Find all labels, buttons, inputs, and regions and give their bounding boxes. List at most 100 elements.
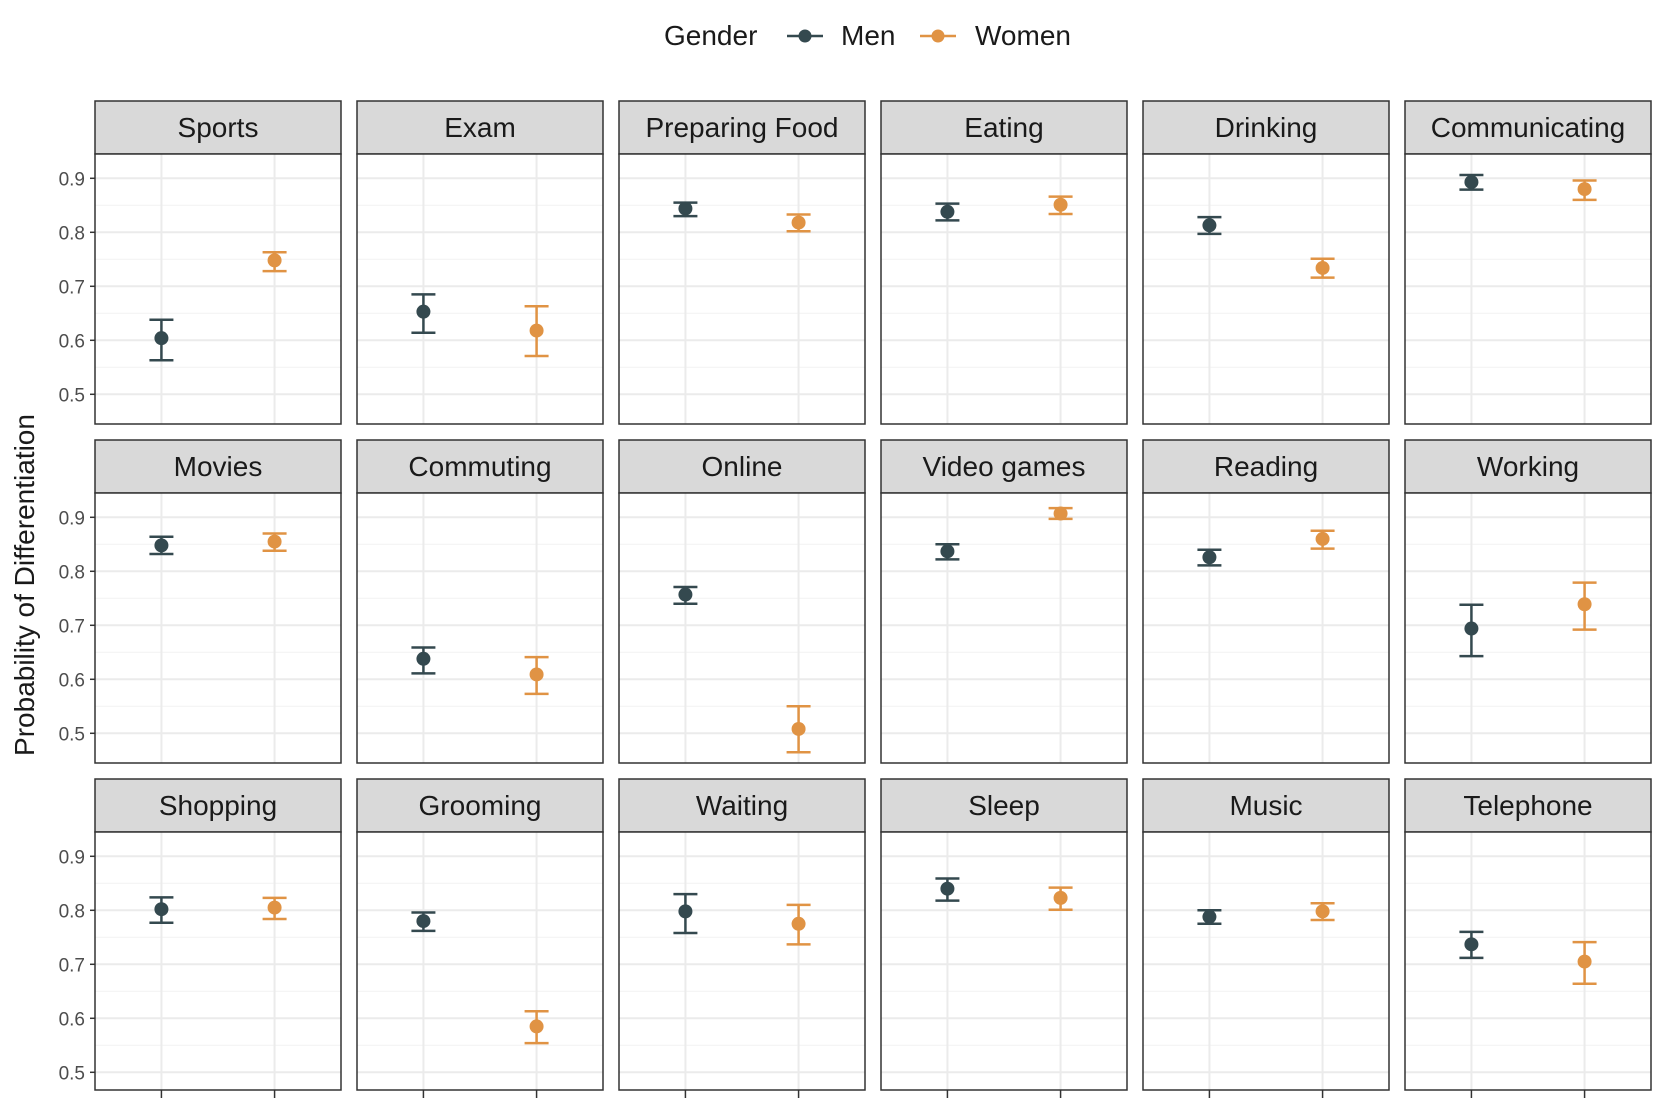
strip-title: Communicating — [1431, 112, 1626, 143]
panel-border — [94, 153, 342, 425]
point-men — [1202, 550, 1217, 565]
strip-title: Drinking — [1215, 112, 1318, 143]
point-women — [529, 323, 544, 338]
point-men — [1464, 937, 1479, 952]
panels-group: Sports 0.5 0.6 0.7 0.8 0.9 Exam Preparing Food E… — [59, 100, 1652, 1098]
strip-box — [94, 778, 342, 833]
point-men — [1202, 909, 1217, 924]
point-women — [529, 1019, 544, 1034]
panel-background — [1143, 493, 1389, 763]
y-tick-label: 0.7 — [59, 277, 85, 298]
point-men — [678, 587, 693, 602]
panel-border — [356, 831, 604, 1091]
strip-title: Exam — [444, 112, 516, 143]
panel-background — [881, 154, 1127, 424]
strip-box — [880, 439, 1128, 494]
panel-background — [1143, 154, 1389, 424]
y-tick-label: 0.6 — [59, 1009, 85, 1030]
legend-women-label: Women — [975, 20, 1071, 51]
point-women — [1053, 506, 1068, 521]
panel-background — [619, 493, 865, 763]
point-men — [416, 651, 431, 666]
panel-border — [94, 492, 342, 764]
legend-title: Gender — [664, 20, 757, 51]
strip-title: Preparing Food — [645, 112, 838, 143]
strip-box — [356, 439, 604, 494]
panel-border — [1404, 831, 1652, 1091]
legend-men-label: Men — [841, 20, 895, 51]
strip-box — [94, 100, 342, 155]
strip-title: Telephone — [1463, 790, 1592, 821]
y-tick-label: 0.7 — [59, 616, 85, 637]
panel-border — [1142, 492, 1390, 764]
legend-men-point — [798, 29, 812, 43]
panel-border — [94, 831, 342, 1091]
point-men — [1464, 621, 1479, 636]
legend-women-point — [931, 29, 945, 43]
point-women — [1053, 197, 1068, 212]
strip-title: Grooming — [419, 790, 542, 821]
point-men — [154, 902, 169, 917]
point-men — [1464, 175, 1479, 190]
point-women — [1315, 260, 1330, 275]
y-tick-label: 0.9 — [59, 847, 85, 868]
y-tick-label: 0.6 — [59, 670, 85, 691]
point-women — [267, 253, 282, 268]
y-tick-label: 0.5 — [59, 1063, 85, 1084]
strip-title: Eating — [964, 112, 1043, 143]
strip-title: Movies — [174, 451, 263, 482]
legend: Gender Men Women — [664, 20, 1071, 51]
point-men — [940, 204, 955, 219]
point-women — [1053, 890, 1068, 905]
panel-border — [880, 831, 1128, 1091]
y-tick-label: 0.8 — [59, 562, 85, 583]
y-tick-label: 0.9 — [59, 169, 85, 190]
point-men — [154, 538, 169, 553]
panel-border — [1404, 153, 1652, 425]
y-tick-label: 0.8 — [59, 901, 85, 922]
point-women — [1577, 954, 1592, 969]
strip-title: Sleep — [968, 790, 1040, 821]
point-men — [940, 544, 955, 559]
panel-border — [1142, 831, 1390, 1091]
strip-box — [618, 100, 866, 155]
panel-background — [357, 154, 603, 424]
point-men — [1202, 218, 1217, 233]
point-women — [791, 721, 806, 736]
y-axis-title: Probability of Differentiation — [9, 414, 40, 756]
panel-background — [95, 154, 341, 424]
point-women — [1315, 904, 1330, 919]
point-women — [1577, 182, 1592, 197]
strip-title: Online — [702, 451, 783, 482]
strip-title: Commuting — [408, 451, 551, 482]
strip-box — [1142, 100, 1390, 155]
strip-box — [880, 778, 1128, 833]
strip-box — [1142, 439, 1390, 494]
panel-border — [618, 153, 866, 425]
strip-title: Working — [1477, 451, 1579, 482]
panel-background — [1143, 832, 1389, 1090]
strip-title: Waiting — [696, 790, 788, 821]
point-women — [529, 667, 544, 682]
panel-border — [356, 153, 604, 425]
panel-background — [619, 832, 865, 1090]
strip-box — [1404, 778, 1652, 833]
panel-border — [1404, 492, 1652, 764]
strip-title: Reading — [1214, 451, 1318, 482]
panel-background — [1405, 154, 1651, 424]
y-tick-label: 0.9 — [59, 508, 85, 529]
point-men — [154, 331, 169, 346]
panel-background — [619, 154, 865, 424]
panel-border — [618, 831, 866, 1091]
point-women — [267, 534, 282, 549]
panel-background — [881, 493, 1127, 763]
point-women — [1577, 597, 1592, 612]
point-women — [1315, 531, 1330, 546]
point-men — [416, 304, 431, 319]
y-tick-label: 0.5 — [59, 724, 85, 745]
panel-border — [1142, 153, 1390, 425]
strip-box — [1404, 100, 1652, 155]
panel-background — [95, 832, 341, 1090]
point-men — [416, 914, 431, 929]
point-women — [791, 916, 806, 931]
